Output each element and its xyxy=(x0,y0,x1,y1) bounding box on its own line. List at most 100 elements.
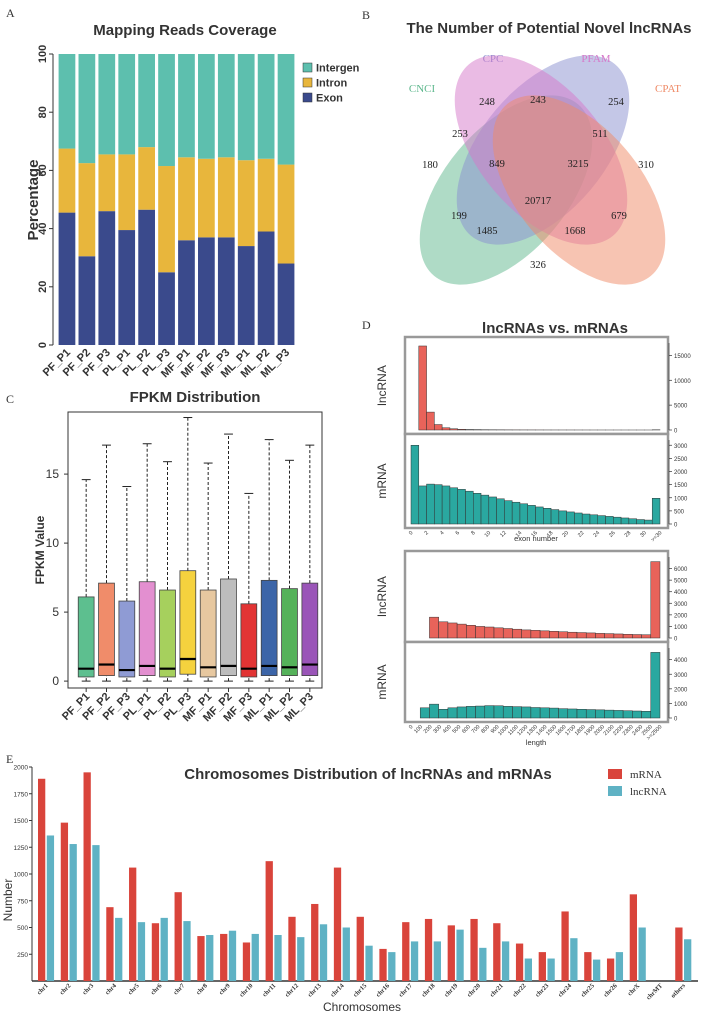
chart-d2-mrna-bar-8 xyxy=(484,705,495,719)
chart-c-ytick-label-1: 5 xyxy=(52,605,59,619)
chart-d2-lncrna-bar-23 xyxy=(622,634,633,639)
chart-d2-lncrna-bar-8 xyxy=(484,626,495,639)
chart-c-box-mf_p1 xyxy=(199,589,217,678)
chart-d1-xlabel: exon number xyxy=(514,534,558,543)
chart-a-bar-exon-pf_p3 xyxy=(98,211,116,345)
chart-b-region-pfam: 254 xyxy=(608,97,625,108)
panel-label-c: C xyxy=(6,392,15,406)
chart-e-xtick-chrmt: chrMT xyxy=(645,982,664,1001)
chart-a-bar-exon-ml_p2 xyxy=(257,231,275,345)
chart-d2-lncrna-ytick-label-2: 2000 xyxy=(674,613,688,619)
chart-a-bar-intron-mf_p2 xyxy=(198,158,215,238)
chart-d1-xtick-12: 24 xyxy=(593,530,602,539)
chart-d1-mrna-ytick-label-2: 1000 xyxy=(674,496,688,502)
chart-e-chromosomes: Chromosomes Distribution of lncRNAs and … xyxy=(1,765,698,1014)
chart-e-bar-mrna-chr19 xyxy=(447,925,455,981)
chart-e-xlabel: Chromosomes xyxy=(323,1000,401,1014)
chart-d1-xtick-9: 18 xyxy=(546,530,555,539)
chart-d2-lncrna-bar-25 xyxy=(641,634,652,639)
chart-e-xtick-chr1: chr1 xyxy=(36,982,50,996)
chart-a-ylabel: Percentage xyxy=(25,160,42,241)
chart-d2-mrna-bar-3 xyxy=(438,709,449,719)
chart-a-bar-intergenic-pf_p3 xyxy=(98,54,116,155)
chart-a-ytick-label-0: 0 xyxy=(37,342,49,348)
chart-d2-mrna-bar-11 xyxy=(512,706,522,719)
chart-a-bar-intron-mf_p1 xyxy=(178,157,195,241)
chart-e-xtick-chr3: chr3 xyxy=(81,982,95,996)
chart-d2-mrna-ytick-label-4: 4000 xyxy=(674,658,688,664)
chart-e-bar-lncrna-chr26 xyxy=(615,952,624,981)
chart-e-xtick-chr15: chr15 xyxy=(352,982,369,999)
chart-b-region-cnci-cpc-pfam: 849 xyxy=(489,159,505,170)
chart-d2-lncrna-bar-14 xyxy=(539,630,550,639)
chart-d2-mrna-bar-14 xyxy=(539,707,550,719)
chart-c-box-pf_p2 xyxy=(98,582,115,676)
chart-d2-lncrna-bar-22 xyxy=(613,633,624,639)
chart-d1-mrna-bar-12 xyxy=(504,500,513,525)
chart-d2-mrna-bar-23 xyxy=(622,710,633,719)
chart-e-xtick-chr10: chr10 xyxy=(238,982,254,998)
chart-d2-mrna-bar-18 xyxy=(576,709,587,719)
chart-d2-xlabel: length xyxy=(526,738,546,747)
chart-a-bar-intergenic-ml_p3 xyxy=(277,54,295,165)
chart-a-bar-intergenic-pl_p3 xyxy=(158,54,175,167)
chart-e-bar-mrna-chr2 xyxy=(60,822,69,981)
chart-e-bar-mrna-chr26 xyxy=(606,958,615,981)
chart-d2-mrna-bar-20 xyxy=(595,709,605,719)
chart-d1-mrna-bar-28 xyxy=(628,518,637,525)
chart-d2-lncrna-bar-11 xyxy=(512,628,522,639)
chart-d2-lncrna-bar-6 xyxy=(466,625,476,639)
chart-b-region-cpc-pfam: 243 xyxy=(530,95,546,106)
chart-e-bar-lncrna-chr3 xyxy=(92,845,100,981)
chart-d2-mrna-bar-4 xyxy=(447,707,458,719)
chart-d1-lncrna-ytick-label-0: 0 xyxy=(674,429,678,435)
chart-a-ytick-label-1: 20 xyxy=(37,281,49,293)
chart-e-bar-lncrna-chr5 xyxy=(137,922,146,981)
chart-d2-lncrna-ytick-label-1: 1000 xyxy=(674,625,688,631)
chart-d1-xtick-0: 0 xyxy=(408,530,414,536)
chart-e-bar-mrna-chr16 xyxy=(379,948,387,981)
chart-d1-xtick-1: 2 xyxy=(424,530,430,536)
chart-e-bar-lncrna-chr19 xyxy=(456,929,464,981)
chart-e-xtick-chr21: chr21 xyxy=(489,982,505,998)
chart-e-xtick-chr9: chr9 xyxy=(218,982,232,996)
chart-d1-lncrna-ytick-label-3: 15000 xyxy=(674,354,691,360)
chart-e-xtick-chr19: chr19 xyxy=(443,982,460,999)
chart-a-bar-intergenic-mf_p3 xyxy=(217,54,235,158)
chart-d1-mrna-bar-16 xyxy=(535,506,544,525)
chart-a-bar-intron-pl_p1 xyxy=(118,154,136,231)
chart-d2-mrna-ytick-label-2: 2000 xyxy=(674,687,688,693)
chart-d2-lncrna-bar-20 xyxy=(595,633,605,639)
chart-a-ytick-label-5: 100 xyxy=(37,45,49,63)
chart-a-ytick-label-4: 80 xyxy=(37,106,49,118)
chart-d2-xtick-0: 0 xyxy=(408,724,414,730)
chart-d2-lncrna-bar-17 xyxy=(567,631,578,639)
chart-d2-lncrna-bar-24 xyxy=(632,634,642,639)
chart-d1-mrna-bar-13 xyxy=(511,501,521,525)
chart-d2-xtick-2: 200 xyxy=(423,724,434,735)
chart-d1-mrna-ytick-label-0: 0 xyxy=(674,523,678,529)
chart-d2-lncrna-bar-2 xyxy=(429,616,439,639)
chart-d2-mrna-bar-2 xyxy=(429,703,439,719)
chart-d2-xtick-4: 400 xyxy=(442,724,453,735)
chart-e-legend-swatch-mrna xyxy=(608,769,622,779)
chart-e-xtick-chr8: chr8 xyxy=(195,982,209,996)
chart-d2-lncrna-ytick-label-0: 0 xyxy=(674,637,678,643)
chart-a-bar-intergenic-mf_p1 xyxy=(178,54,195,158)
chart-e-xtick-chr6: chr6 xyxy=(150,982,164,996)
chart-c-ytick-label-3: 15 xyxy=(46,467,60,481)
chart-e-bar-lncrna-chr24 xyxy=(570,938,578,981)
chart-b-region-cpc: 248 xyxy=(479,97,495,108)
chart-d1-mrna-bar-2 xyxy=(426,483,435,525)
chart-e-bar-lncrna-chr1 xyxy=(46,835,55,981)
chart-e-xtick-chr7: chr7 xyxy=(172,982,186,996)
chart-d1-mrna-series-label: mRNA xyxy=(375,463,389,498)
chart-e-xtick-others: others xyxy=(670,982,688,1000)
chart-d-lncrna-vs-mrna: lncRNAs vs. mRNAslncRNA050001000015000mR… xyxy=(375,320,691,747)
chart-b-region-cpc-cpat: 679 xyxy=(611,211,627,222)
chart-e-ytick-label-2: 750 xyxy=(17,898,28,905)
chart-e-ylabel: Number xyxy=(1,879,15,922)
chart-e-ytick-label-1: 500 xyxy=(17,925,28,932)
chart-e-xtick-chr24: chr24 xyxy=(557,982,574,999)
chart-d1-xtick-16: >=30 xyxy=(650,530,663,543)
